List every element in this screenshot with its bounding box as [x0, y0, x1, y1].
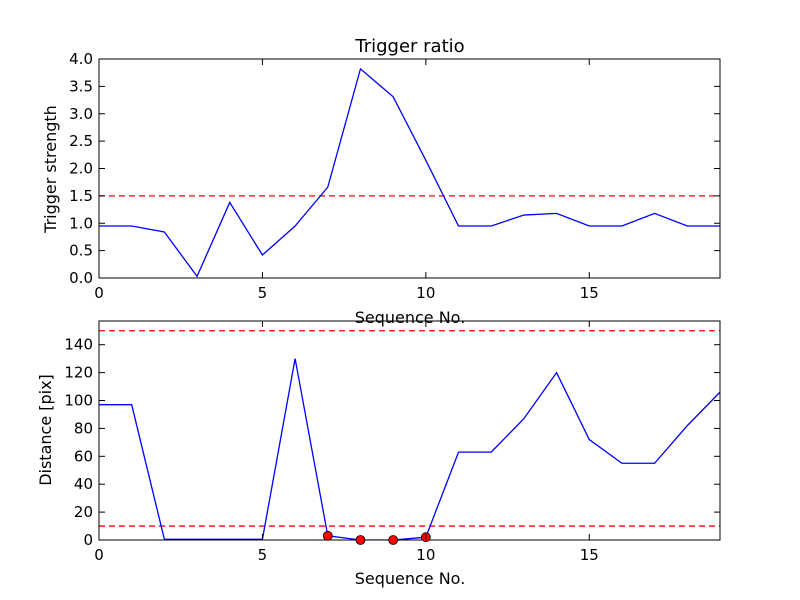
y-tick-label: 3.5	[69, 77, 93, 95]
plot-area-top: 0 5 10 15 0.0 0.5 1.0 1.5 2.0 2.5 3.0 3.5 4.0	[69, 50, 721, 302]
plot-area-bottom: 0 5 10 15 0 20 40 60 80 100 120 140	[64, 320, 721, 564]
data-marker	[355, 535, 366, 545]
y-tick-label: 0.5	[69, 242, 93, 260]
x-axis-label-top: Sequence No.	[355, 308, 466, 327]
x-tick-label: 10	[416, 284, 435, 302]
y-tick-label: 3.0	[69, 105, 93, 123]
y-tick-label: 140	[64, 336, 93, 354]
axes-frame	[98, 320, 721, 541]
x-axis-label-bottom: Sequence No.	[355, 569, 466, 588]
y-axis-label-bottom: Distance [pix]	[36, 374, 55, 486]
x-tick-label: 15	[580, 284, 599, 302]
y-tick-label: 100	[64, 392, 93, 410]
y-tick-label: 80	[74, 419, 93, 437]
subplot-distance: 0 5 10 15 0 20 40 60 80 100 120 140 Sequence No. Di…	[36, 320, 721, 588]
x-tick-label: 10	[416, 546, 435, 564]
y-tick-label: 1.5	[69, 187, 93, 205]
y-tick-label: 120	[64, 364, 93, 382]
series-line-0	[99, 358, 720, 540]
y-tick-label: 2.0	[69, 160, 93, 178]
series-line-0	[99, 67, 720, 278]
x-tick-label: 0	[94, 284, 104, 302]
y-tick-label: 40	[74, 475, 93, 493]
y-tick-label: 0	[83, 531, 93, 549]
data-marker	[388, 535, 399, 545]
y-tick-label: 60	[74, 447, 93, 465]
x-tick-label: 15	[580, 546, 599, 564]
y-tick-label: 2.5	[69, 132, 93, 150]
y-tick-label: 4.0	[69, 50, 93, 68]
y-tick-label: 1.0	[69, 214, 93, 232]
y-axis-label-top: Trigger strength	[41, 105, 60, 234]
x-tick-label: 0	[94, 546, 104, 564]
series-group	[99, 330, 720, 540]
series-group	[99, 67, 720, 278]
y-tick-label: 20	[74, 503, 93, 521]
y-tick-label: 0.0	[69, 269, 93, 287]
chart-title: Trigger ratio	[354, 36, 464, 57]
x-tick-label: 5	[258, 546, 268, 564]
subplot-trigger-ratio: Trigger ratio 0 5 10 15 0.0 0.5 1.0 1.5 2.0 2.5 3.…	[41, 36, 721, 327]
x-tick-label: 5	[258, 284, 268, 302]
data-marker	[322, 530, 333, 541]
